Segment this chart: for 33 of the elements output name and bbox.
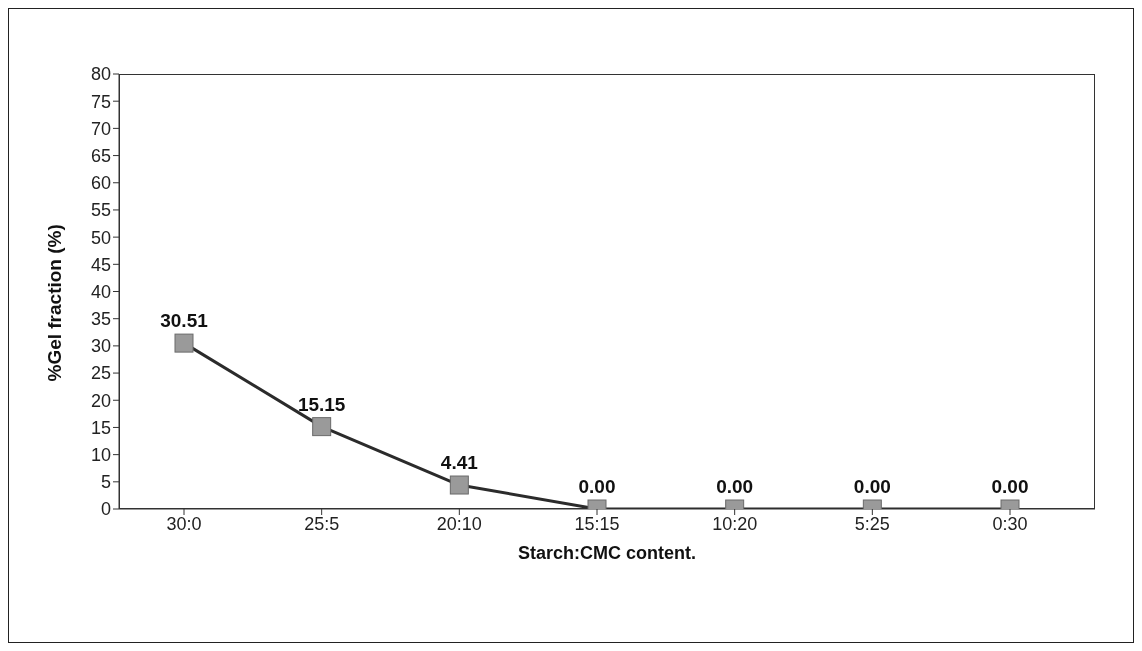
x-tick-label: 15:15: [574, 513, 620, 534]
data-label: 30.51: [160, 310, 209, 332]
x-axis-title: Starch:CMC content.: [517, 543, 697, 563]
y-tick-label: 75: [90, 91, 111, 112]
y-tick-label: 30: [90, 336, 111, 357]
data-label: 0.00: [853, 476, 891, 497]
data-label: 0.00: [716, 476, 754, 497]
y-tick-label: 50: [90, 227, 111, 248]
y-tick-label: 65: [90, 145, 111, 166]
y-tick-label: 80: [90, 64, 111, 85]
data-label: 0.00: [991, 476, 1029, 497]
y-tick-label: 45: [90, 254, 111, 275]
data-label: 15.15: [297, 393, 346, 415]
y-tick-label: 20: [90, 390, 111, 411]
y-tick-label: 40: [90, 281, 111, 302]
x-tick-label: 0:30: [992, 513, 1028, 534]
y-tick-label: 0: [100, 499, 111, 520]
y-tick-label: 25: [90, 363, 111, 384]
y-tick-label: 5: [100, 472, 111, 493]
data-label: 0.00: [578, 476, 616, 497]
x-tick-label: 25:5: [304, 513, 340, 534]
y-tick-label: 15: [90, 417, 111, 438]
y-axis-title: %Gel fraction (%): [43, 224, 65, 382]
data-label: 4.41: [440, 452, 479, 474]
x-tick-label: 30:0: [166, 513, 202, 534]
y-tick-label: 60: [90, 173, 111, 194]
x-tick-label: 20:10: [436, 513, 482, 534]
y-tick-label: 35: [90, 309, 111, 330]
y-tick-label: 10: [90, 445, 111, 466]
y-tick-label: 55: [90, 200, 111, 221]
x-tick-label: 5:25: [854, 513, 890, 534]
y-tick-label: 70: [90, 118, 111, 139]
x-tick-label: 10:20: [712, 513, 758, 534]
